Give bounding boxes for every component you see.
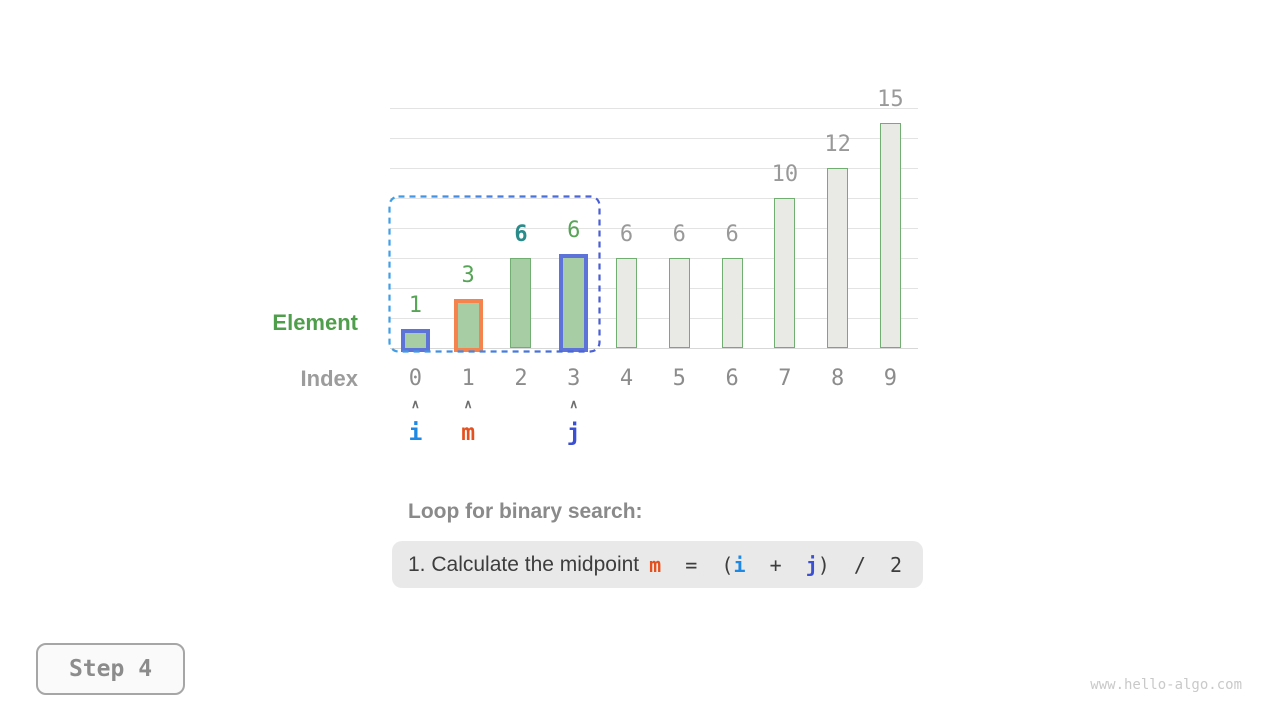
- search-range-box: [388, 195, 601, 359]
- bar-value-label: 12: [824, 132, 851, 157]
- formula-segment: = (: [661, 552, 734, 577]
- index-label: 7: [778, 366, 792, 391]
- bar: [879, 123, 901, 348]
- formula-prefix: 1. Calculate the midpoint: [408, 552, 640, 576]
- bar: [616, 258, 638, 348]
- bar-value-label: 6: [514, 222, 528, 247]
- bar-highlighted: [400, 329, 430, 352]
- bar: [721, 258, 743, 348]
- gridline: [390, 348, 918, 349]
- index-label: 9: [883, 366, 898, 391]
- bar-value-label: 3: [461, 263, 475, 288]
- gridline: [390, 228, 918, 229]
- bar: [827, 168, 849, 348]
- formula-var-j: j: [805, 552, 818, 577]
- bar: [774, 198, 796, 348]
- index-label: 5: [672, 366, 686, 391]
- bar-value-label: 6: [567, 218, 581, 243]
- gridline: [390, 198, 918, 199]
- gridline: [390, 258, 918, 259]
- step-badge: Step 4: [36, 643, 185, 695]
- formula-var-i: i: [733, 552, 746, 577]
- index-label: 6: [725, 366, 739, 391]
- bar-value-label: 6: [725, 222, 739, 247]
- element-axis-label: Element: [272, 310, 358, 335]
- index-label: 2: [514, 366, 528, 391]
- watermark: www.hello-algo.com: [1090, 677, 1242, 693]
- gridline: [390, 318, 918, 319]
- bar-value-label: 10: [771, 162, 799, 187]
- index-label: 4: [619, 366, 634, 391]
- gridline: [390, 168, 918, 169]
- pointer-label-j: j: [566, 420, 581, 446]
- index-label: 3: [567, 366, 581, 391]
- pointer-caret-icon: ∧: [463, 397, 473, 411]
- formula-var-m: m: [649, 552, 662, 577]
- gridline: [390, 108, 918, 109]
- index-label: 1: [461, 366, 475, 391]
- gridline: [390, 288, 918, 289]
- bar: [510, 258, 532, 348]
- index-axis-label: Index: [300, 366, 358, 391]
- formula-box: 1. Calculate the midpoint m = ( i + j ) …: [392, 541, 923, 588]
- formula-segment: ) / 2: [817, 552, 903, 577]
- pointer-label-m: m: [461, 420, 476, 446]
- bar-value-label: 15: [877, 87, 904, 112]
- bar-value-label: 1: [408, 293, 423, 318]
- bar-highlighted: [453, 299, 483, 352]
- formula-segment: +: [745, 552, 806, 577]
- bar: [668, 258, 690, 348]
- bar-value-label: 6: [672, 222, 686, 247]
- search-range-dashed-rect: [388, 195, 601, 353]
- index-label: 0: [408, 366, 423, 391]
- bar-value-label: 6: [619, 222, 634, 247]
- bar-highlighted: [559, 254, 589, 352]
- pointer-label-i: i: [408, 420, 423, 446]
- pointer-caret-icon: ∧: [569, 397, 579, 411]
- index-label: 8: [831, 366, 845, 391]
- loop-caption-title: Loop for binary search:: [408, 500, 643, 523]
- pointer-caret-icon: ∧: [410, 397, 420, 411]
- gridline: [390, 138, 918, 139]
